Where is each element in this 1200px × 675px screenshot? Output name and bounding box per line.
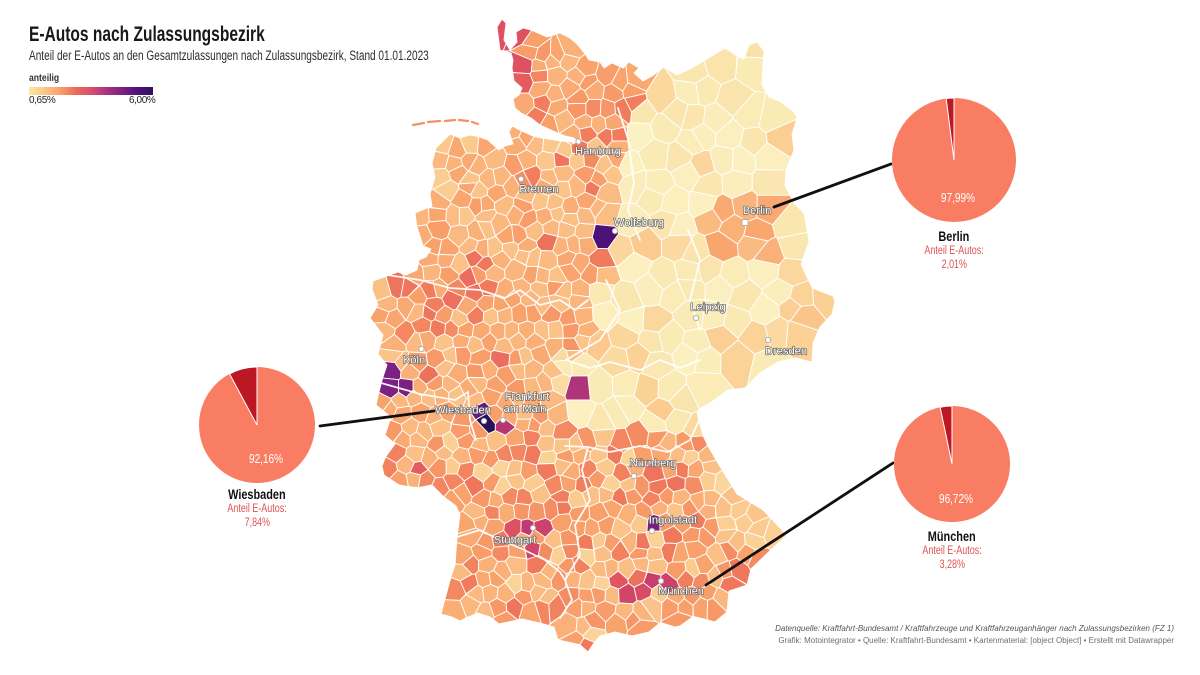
svg-text:92,16%: 92,16% bbox=[249, 452, 283, 466]
svg-text:Köln: Köln bbox=[403, 355, 425, 367]
svg-text:Bremen: Bremen bbox=[519, 184, 558, 196]
svg-text:Ingolstadt: Ingolstadt bbox=[649, 515, 698, 527]
svg-text:am Main: am Main bbox=[504, 403, 547, 415]
svg-text:97,99%: 97,99% bbox=[941, 191, 975, 205]
svg-text:München: München bbox=[658, 586, 704, 598]
svg-text:Hamburg: Hamburg bbox=[575, 146, 621, 158]
svg-text:Stuttgart: Stuttgart bbox=[494, 535, 537, 547]
svg-text:Berlin: Berlin bbox=[743, 205, 772, 217]
svg-text:Frankfurt: Frankfurt bbox=[505, 391, 551, 403]
svg-text:Dresden: Dresden bbox=[765, 346, 807, 358]
svg-text:Wolfsburg: Wolfsburg bbox=[614, 217, 664, 229]
svg-text:96,72%: 96,72% bbox=[939, 492, 973, 506]
svg-text:Wiesbaden: Wiesbaden bbox=[435, 405, 491, 417]
svg-text:Nürnberg: Nürnberg bbox=[630, 458, 677, 470]
svg-text:Leipzig: Leipzig bbox=[690, 302, 725, 314]
